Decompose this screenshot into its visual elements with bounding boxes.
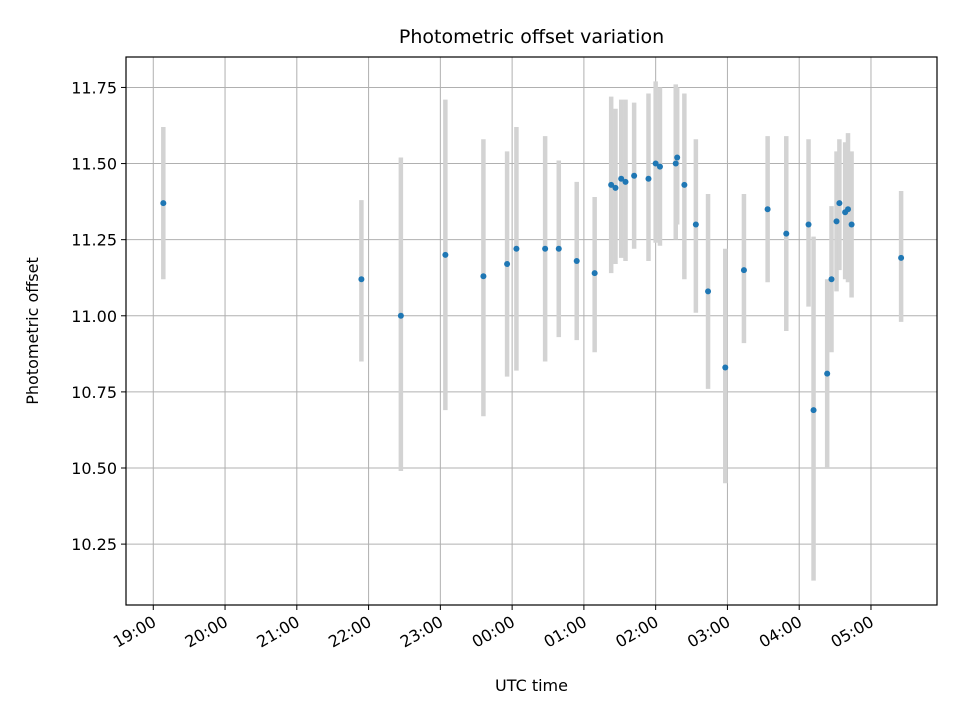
data-point [783,230,790,237]
y-tick-label: 10.75 [71,383,117,402]
data-point [848,221,855,228]
y-tick-label: 11.25 [71,231,117,250]
data-point [740,267,747,274]
data-point [705,288,712,295]
data-point [608,181,615,188]
data-point [645,175,652,182]
data-point [618,175,625,182]
data-point [833,218,840,225]
y-tick-label: 11.75 [71,78,117,97]
data-point [160,200,167,207]
data-point [656,163,663,170]
y-tick-label: 10.25 [71,535,117,554]
grid [126,57,937,605]
data-point [442,251,449,258]
data-point [631,172,638,179]
chart-title: Photometric offset variation [399,26,664,48]
data-point [612,184,619,191]
data-point [722,364,729,371]
data-point [555,245,562,252]
data-point [672,160,679,167]
x-axis-title: UTC time [495,676,568,695]
data-point [358,276,365,283]
data-point [692,221,699,228]
data-point [828,276,835,283]
data-point [397,312,404,319]
y-axis-ticks: 10.25 10.50 10.75 11.00 11.25 11.50 11.75 [71,78,126,554]
data-point [824,370,831,377]
data-point [591,270,598,277]
data-point [805,221,812,228]
data-point [810,407,817,414]
data-point [674,154,681,161]
data-point [480,273,487,280]
data-point [836,200,843,207]
data-point [573,257,580,264]
plot-frame [125,56,938,606]
y-tick-label: 11.00 [71,307,117,326]
y-axis-title: Photometric offset [23,257,42,405]
y-tick-label: 11.50 [71,155,117,174]
data-points [160,154,905,414]
data-point [898,254,905,261]
data-point [504,261,511,268]
data-point [845,206,852,213]
data-point [681,181,688,188]
data-point [652,160,659,167]
data-point [622,178,629,185]
data-point [764,206,771,213]
y-tick-label: 10.50 [71,459,117,478]
data-point [513,245,520,252]
data-point [542,245,549,252]
